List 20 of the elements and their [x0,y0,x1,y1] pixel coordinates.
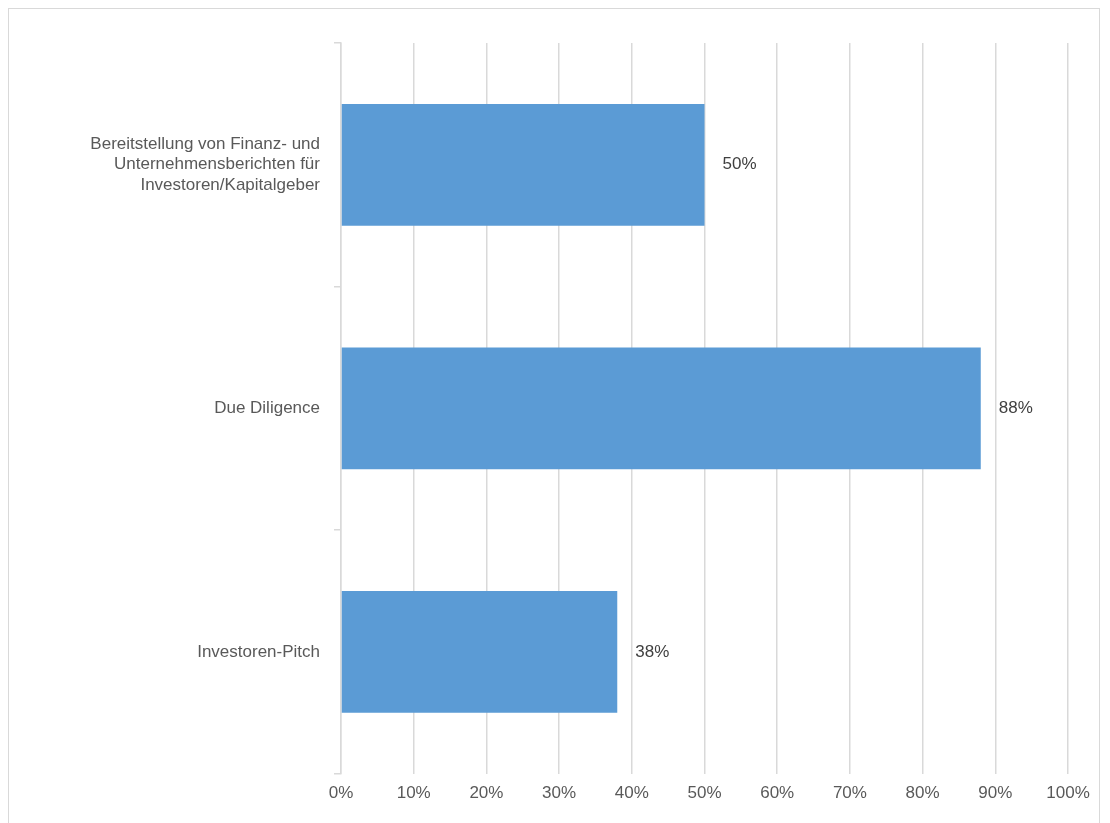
data-label: 38% [635,641,670,661]
x-tick-label: 30% [542,783,577,803]
x-tick-label: 40% [614,783,649,803]
x-tick-label: 50% [687,783,722,803]
x-tick-label: 80% [905,783,940,803]
x-tick-label: 60% [760,783,795,803]
y-tick-label: Due Diligence [214,397,320,417]
bar [341,103,705,226]
x-tick-label: 100% [1046,783,1090,803]
bar [341,347,981,470]
x-tick-label: 70% [832,783,867,803]
x-tick-label: 10% [396,783,431,803]
y-tick-label: Bereitstellung von Finanz- und Unternehmensberichten für Investoren/Kapitalgeber [90,134,321,194]
x-tick-label: 20% [469,783,504,803]
data-label: 50% [722,154,757,174]
x-tick-label: 90% [978,783,1013,803]
bar [341,590,618,713]
y-tick-label: Investoren-Pitch [197,641,320,661]
x-tick-label: 0% [328,783,354,803]
data-label: 88% [998,397,1033,417]
